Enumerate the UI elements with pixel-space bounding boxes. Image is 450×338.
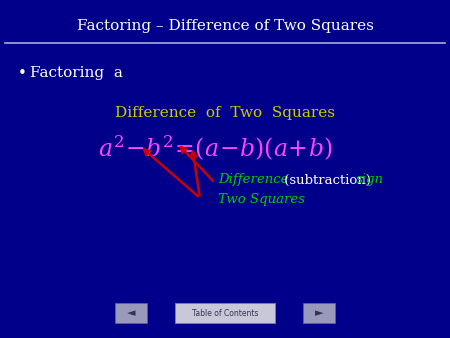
Text: ◄: ◄	[127, 308, 135, 318]
Text: Table of Contents: Table of Contents	[192, 309, 258, 317]
Text: Two Squares: Two Squares	[218, 193, 305, 207]
FancyBboxPatch shape	[115, 303, 147, 323]
Text: $a^2\!-\!b^2\!=\!(a\!-\!b)(a\!+\!b)$: $a^2\!-\!b^2\!=\!(a\!-\!b)(a\!+\!b)$	[98, 134, 333, 163]
Text: Factoring – Difference of Two Squares: Factoring – Difference of Two Squares	[76, 19, 373, 33]
Text: •: •	[18, 66, 27, 80]
Text: Difference  of  Two  Squares: Difference of Two Squares	[115, 106, 335, 120]
Text: Difference: Difference	[218, 173, 288, 187]
Text: sign: sign	[356, 173, 384, 187]
Text: ►: ►	[315, 308, 323, 318]
Text: (subtraction): (subtraction)	[280, 173, 375, 187]
FancyBboxPatch shape	[303, 303, 335, 323]
FancyBboxPatch shape	[175, 303, 275, 323]
Text: Factoring  a: Factoring a	[30, 66, 123, 80]
